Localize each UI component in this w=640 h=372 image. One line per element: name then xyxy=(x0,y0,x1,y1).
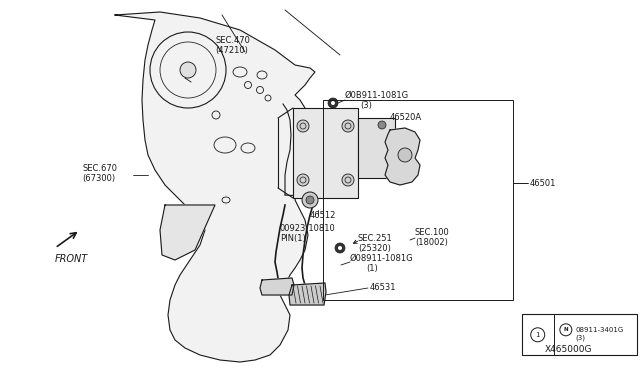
Circle shape xyxy=(297,120,309,132)
Circle shape xyxy=(335,243,345,253)
Text: SEC.470: SEC.470 xyxy=(215,35,250,45)
Text: (18002): (18002) xyxy=(415,237,448,247)
Bar xyxy=(358,118,395,178)
Polygon shape xyxy=(289,283,326,305)
Text: SEC.251: SEC.251 xyxy=(358,234,393,243)
Text: (47210): (47210) xyxy=(215,45,248,55)
Text: PIN(1): PIN(1) xyxy=(280,234,306,243)
Circle shape xyxy=(180,62,196,78)
Text: (1): (1) xyxy=(366,263,378,273)
Circle shape xyxy=(342,174,354,186)
Text: Ø0B911-1081G: Ø0B911-1081G xyxy=(345,90,409,99)
Text: (67300): (67300) xyxy=(82,173,115,183)
Text: (3): (3) xyxy=(576,334,586,341)
Text: 08911-3401G: 08911-3401G xyxy=(576,327,624,333)
Text: 46512: 46512 xyxy=(310,211,337,219)
Polygon shape xyxy=(115,12,315,362)
Text: Ø08911-1081G: Ø08911-1081G xyxy=(350,253,413,263)
Bar xyxy=(522,314,637,355)
Text: 46520A: 46520A xyxy=(390,112,422,122)
Circle shape xyxy=(328,98,338,108)
Text: N: N xyxy=(564,327,568,332)
Text: (3): (3) xyxy=(360,100,372,109)
Polygon shape xyxy=(385,128,420,185)
Circle shape xyxy=(150,32,226,108)
Text: 1: 1 xyxy=(536,332,540,338)
Text: 00923-10810: 00923-10810 xyxy=(280,224,336,232)
Circle shape xyxy=(338,246,342,250)
Circle shape xyxy=(297,174,309,186)
Circle shape xyxy=(306,196,314,204)
Text: 46531: 46531 xyxy=(370,283,397,292)
Circle shape xyxy=(342,120,354,132)
Circle shape xyxy=(398,148,412,162)
Circle shape xyxy=(331,101,335,105)
Bar xyxy=(293,108,358,198)
Text: 46501: 46501 xyxy=(530,179,556,187)
Polygon shape xyxy=(160,205,215,260)
Text: SEC.670: SEC.670 xyxy=(82,164,117,173)
Bar xyxy=(323,100,513,300)
Text: FRONT: FRONT xyxy=(55,254,88,264)
Polygon shape xyxy=(260,278,294,295)
Text: (25320): (25320) xyxy=(358,244,391,253)
Circle shape xyxy=(302,192,318,208)
Text: SEC.100: SEC.100 xyxy=(415,228,450,237)
Circle shape xyxy=(378,121,386,129)
Text: X465000G: X465000G xyxy=(545,346,593,355)
